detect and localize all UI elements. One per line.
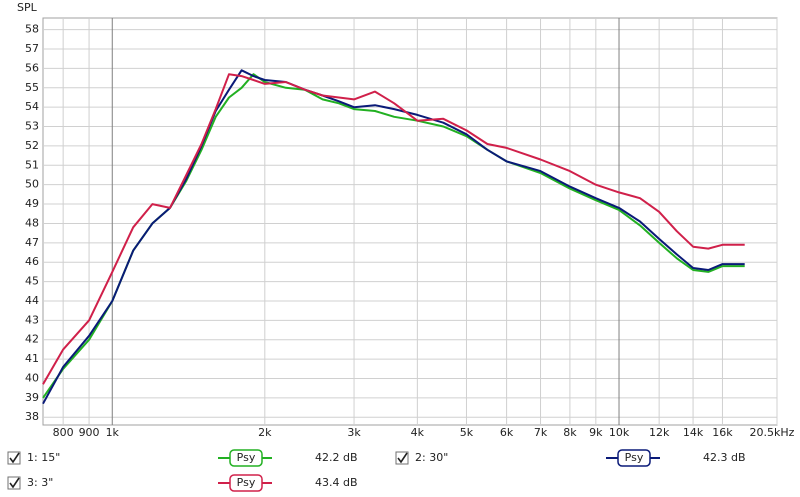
- y-tick-label: 53: [25, 120, 39, 133]
- series-name: 1: 15": [27, 451, 60, 464]
- y-tick-label: 43: [25, 313, 39, 326]
- y-tick-label: 44: [25, 294, 39, 307]
- x-tick-label: 2k: [258, 426, 272, 439]
- y-tick-label: 54: [25, 100, 39, 113]
- y-tick-label: 41: [25, 352, 39, 365]
- x-tick-label: 6k: [500, 426, 514, 439]
- x-tick-label: 4k: [411, 426, 425, 439]
- y-tick-label: 42: [25, 333, 39, 346]
- y-tick-label: 51: [25, 158, 39, 171]
- smoothing-label: Psy: [625, 451, 644, 464]
- y-tick-label: 39: [25, 391, 39, 404]
- x-tick-label: 900: [79, 426, 100, 439]
- y-tick-label: 45: [25, 275, 39, 288]
- y-tick-label: 47: [25, 236, 39, 249]
- x-tick-label: 3k: [347, 426, 361, 439]
- level-readout: 42.3 dB: [703, 451, 746, 464]
- y-axis-label: SPL: [17, 1, 38, 14]
- x-tick-label: 10k: [609, 426, 630, 439]
- smoothing-button[interactable]: [229, 474, 263, 492]
- y-tick-label: 58: [25, 23, 39, 36]
- y-tick-label: 48: [25, 216, 39, 229]
- y-tick-label: 57: [25, 42, 39, 55]
- x-tick-label: 5k: [460, 426, 474, 439]
- series-name: 2: 30": [415, 451, 448, 464]
- y-tick-label: 52: [25, 139, 39, 152]
- level-readout: 43.4 dB: [315, 476, 358, 489]
- x-tick-label: 12k: [649, 426, 670, 439]
- y-tick-label: 50: [25, 178, 39, 191]
- series-name: 3: 3": [27, 476, 53, 489]
- y-tick-label: 49: [25, 197, 39, 210]
- y-tick-label: 55: [25, 81, 39, 94]
- plot-area: [42, 17, 778, 426]
- checkbox-tick: [9, 452, 20, 464]
- y-tick-label: 46: [25, 255, 39, 268]
- checkbox-tick: [397, 452, 408, 464]
- response-curve: [42, 73, 745, 385]
- y-tick-label: 56: [25, 61, 39, 74]
- x-tick-label: 14k: [683, 426, 704, 439]
- x-tick-label: 20.5kHz: [750, 426, 795, 439]
- smoothing-label: Psy: [237, 476, 256, 489]
- x-tick-label: 16k: [712, 426, 733, 439]
- smoothing-button[interactable]: [617, 449, 651, 467]
- x-tick-label: 800: [53, 426, 74, 439]
- level-readout: 42.2 dB: [315, 451, 358, 464]
- x-tick-label: 7k: [534, 426, 548, 439]
- x-tick-label: 1k: [106, 426, 120, 439]
- checkbox-tick: [9, 477, 20, 489]
- y-tick-label: 40: [25, 371, 39, 384]
- y-tick-label: 38: [25, 410, 39, 423]
- smoothing-label: Psy: [237, 451, 256, 464]
- x-tick-label: 9k: [589, 426, 603, 439]
- x-tick-label: 8k: [563, 426, 577, 439]
- smoothing-button[interactable]: [229, 449, 263, 467]
